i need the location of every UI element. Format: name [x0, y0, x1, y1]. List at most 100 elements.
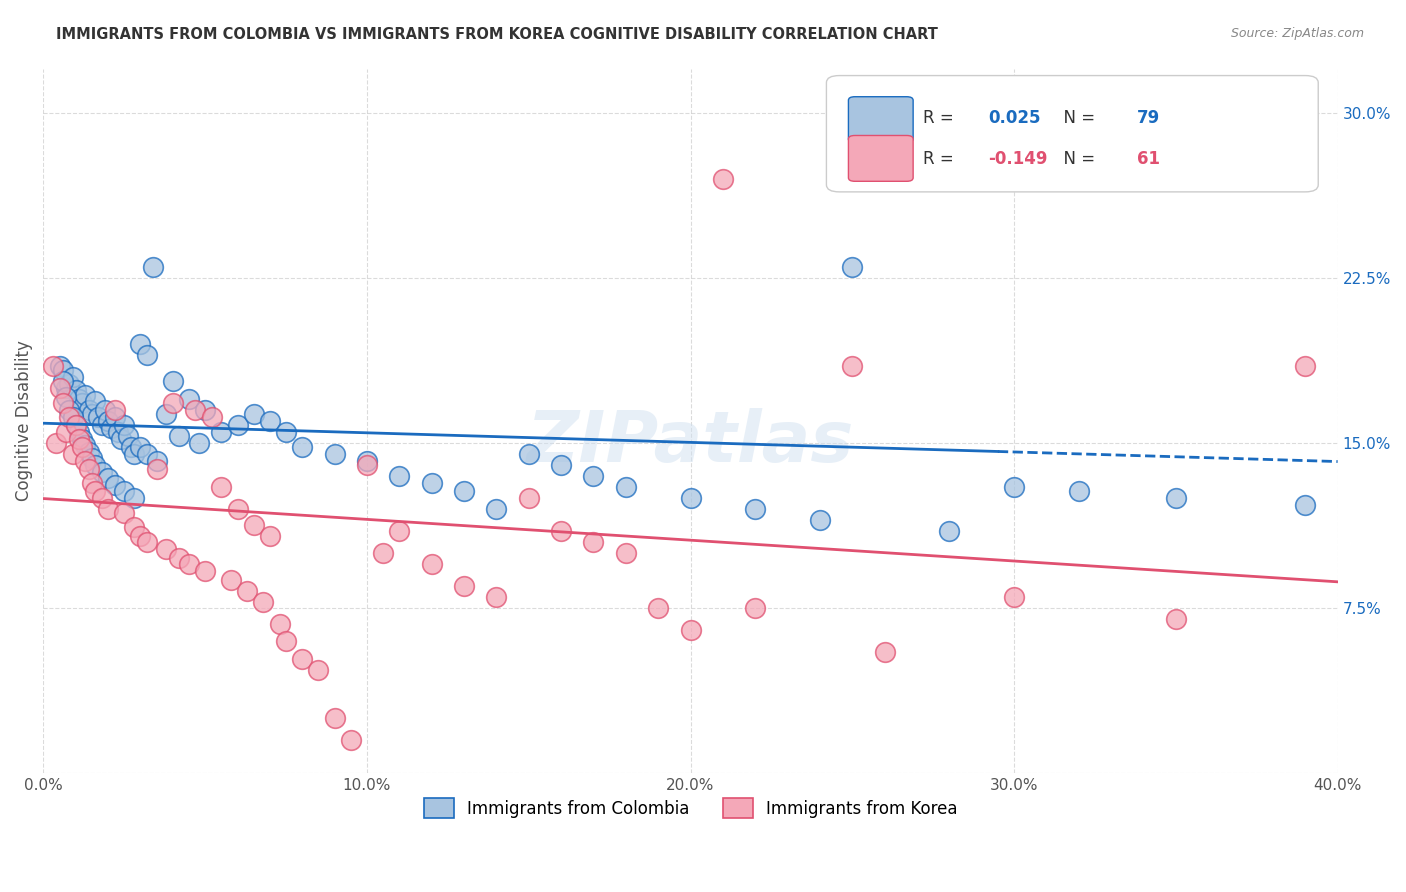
Immigrants from Colombia	[177, 392, 200, 406]
Immigrants from Colombia	[120, 441, 142, 455]
Immigrants from Colombia	[87, 409, 110, 424]
Immigrants from Colombia	[1067, 484, 1090, 499]
Immigrants from Korea	[45, 436, 67, 450]
Immigrants from Colombia	[67, 392, 90, 406]
Immigrants from Colombia	[136, 447, 159, 461]
Immigrants from Colombia	[136, 348, 159, 362]
Immigrants from Colombia	[52, 363, 75, 377]
Immigrants from Korea	[129, 528, 152, 542]
Immigrants from Colombia	[62, 370, 84, 384]
Immigrants from Colombia	[94, 403, 117, 417]
Immigrants from Korea	[307, 663, 329, 677]
Immigrants from Korea	[70, 441, 93, 455]
Immigrants from Colombia	[841, 260, 863, 274]
Immigrants from Colombia	[145, 453, 167, 467]
Text: ZIPatlas: ZIPatlas	[527, 408, 855, 476]
Immigrants from Colombia	[808, 513, 831, 527]
Text: -0.149: -0.149	[988, 150, 1047, 168]
FancyBboxPatch shape	[848, 96, 912, 143]
Immigrants from Korea	[80, 475, 103, 490]
Immigrants from Korea	[226, 502, 249, 516]
Immigrants from Colombia	[122, 491, 145, 505]
Immigrants from Korea	[58, 409, 80, 424]
Immigrants from Colombia	[100, 420, 122, 434]
Immigrants from Colombia	[323, 447, 346, 461]
Text: 0.025: 0.025	[988, 109, 1040, 127]
Immigrants from Colombia	[55, 390, 77, 404]
Immigrants from Korea	[201, 409, 224, 424]
Immigrants from Korea	[269, 616, 291, 631]
Immigrants from Colombia	[77, 403, 100, 417]
Immigrants from Korea	[873, 645, 896, 659]
Immigrants from Korea	[356, 458, 378, 472]
Immigrants from Korea	[55, 425, 77, 439]
Immigrants from Colombia	[65, 418, 87, 433]
Immigrants from Korea	[420, 557, 443, 571]
Immigrants from Korea	[145, 462, 167, 476]
Immigrants from Korea	[194, 564, 217, 578]
Immigrants from Korea	[274, 634, 297, 648]
Immigrants from Colombia	[90, 465, 112, 479]
Text: R =: R =	[924, 109, 959, 127]
Immigrants from Colombia	[80, 408, 103, 422]
Text: N =: N =	[1053, 150, 1101, 168]
Immigrants from Colombia	[1229, 117, 1251, 131]
Immigrants from Korea	[62, 447, 84, 461]
Immigrants from Colombia	[356, 453, 378, 467]
Immigrants from Korea	[155, 541, 177, 556]
Text: Source: ZipAtlas.com: Source: ZipAtlas.com	[1230, 27, 1364, 40]
Immigrants from Colombia	[62, 409, 84, 424]
Immigrants from Korea	[90, 491, 112, 505]
Immigrants from Colombia	[70, 396, 93, 410]
Text: 61: 61	[1137, 150, 1160, 168]
Immigrants from Colombia	[226, 418, 249, 433]
Immigrants from Colombia	[117, 429, 139, 443]
Immigrants from Colombia	[274, 425, 297, 439]
Immigrants from Colombia	[938, 524, 960, 538]
Immigrants from Korea	[711, 171, 734, 186]
Immigrants from Colombia	[70, 432, 93, 446]
Immigrants from Korea	[42, 359, 65, 373]
Immigrants from Korea	[97, 502, 120, 516]
Immigrants from Colombia	[52, 374, 75, 388]
Immigrants from Colombia	[58, 376, 80, 391]
Immigrants from Colombia	[209, 425, 232, 439]
Immigrants from Korea	[373, 546, 395, 560]
Immigrants from Colombia	[1002, 480, 1025, 494]
Immigrants from Colombia	[55, 381, 77, 395]
Immigrants from Korea	[1002, 591, 1025, 605]
Immigrants from Korea	[453, 579, 475, 593]
Immigrants from Colombia	[129, 441, 152, 455]
Immigrants from Colombia	[97, 414, 120, 428]
Immigrants from Korea	[291, 652, 314, 666]
Immigrants from Korea	[744, 601, 766, 615]
Immigrants from Korea	[65, 418, 87, 433]
Immigrants from Korea	[52, 396, 75, 410]
Immigrants from Korea	[219, 573, 242, 587]
Immigrants from Colombia	[453, 484, 475, 499]
Immigrants from Colombia	[97, 471, 120, 485]
Immigrants from Korea	[339, 733, 361, 747]
Immigrants from Korea	[112, 507, 135, 521]
Immigrants from Colombia	[155, 408, 177, 422]
Immigrants from Colombia	[291, 441, 314, 455]
Immigrants from Colombia	[67, 425, 90, 439]
Immigrants from Colombia	[169, 429, 191, 443]
Immigrants from Korea	[517, 491, 540, 505]
Text: R =: R =	[924, 150, 959, 168]
Immigrants from Colombia	[122, 447, 145, 461]
Immigrants from Colombia	[388, 469, 411, 483]
Immigrants from Korea	[48, 381, 70, 395]
Immigrants from Korea	[236, 583, 259, 598]
Immigrants from Colombia	[744, 502, 766, 516]
Immigrants from Colombia	[84, 394, 107, 409]
Immigrants from Korea	[1164, 612, 1187, 626]
Immigrants from Korea	[209, 480, 232, 494]
Immigrants from Colombia	[77, 445, 100, 459]
Immigrants from Colombia	[679, 491, 702, 505]
Immigrants from Colombia	[58, 403, 80, 417]
Immigrants from Colombia	[75, 438, 97, 452]
Immigrants from Colombia	[517, 447, 540, 461]
Immigrants from Colombia	[104, 409, 127, 424]
Immigrants from Colombia	[485, 502, 508, 516]
